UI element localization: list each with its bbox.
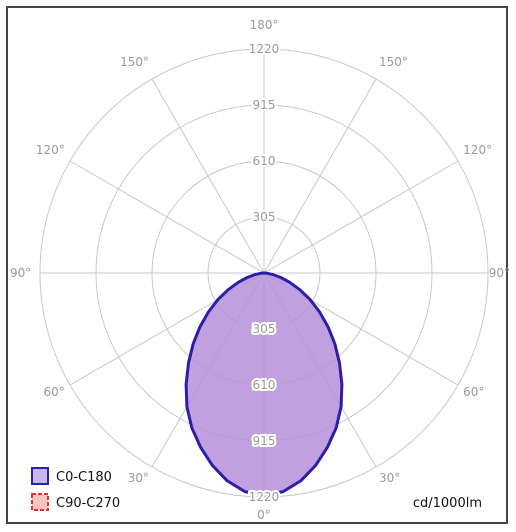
legend-label-c90-c270: C90-C270 (56, 496, 120, 511)
grid-spoke-240 (69, 160, 265, 274)
unit-label: cd/1000lm (413, 496, 482, 511)
ring-label-overlay-1: 305 (253, 322, 276, 336)
ring-label-lower-1: 305 (253, 322, 276, 336)
angle-label-left-90: 90° (10, 266, 31, 280)
ring-label-lower-3: 915 (253, 434, 276, 448)
grid-spoke-210 (151, 78, 265, 274)
grid-spoke-150 (263, 78, 377, 274)
ring-label-upper-4: 1220 (249, 42, 280, 56)
angle-label-right-90: 90° (489, 266, 510, 280)
legend: C0-C180 C90-C270 (31, 467, 120, 511)
angle-label-upper-right: 150° (379, 55, 408, 69)
ring-label-lower-4: 1220 (249, 490, 280, 504)
axis-labels: 305 610 915 1220 305 610 915 1220 180° 0° 150° 150°… (10, 18, 510, 522)
angle-label-right-60: 60° (463, 385, 484, 399)
ring-label-upper-1: 305 (253, 210, 276, 224)
angle-label-upper-left: 150° (120, 55, 149, 69)
angle-label-right-30: 30° (379, 471, 400, 485)
grid-spoke-120 (263, 160, 459, 274)
ring-label-overlay-3: 915 (253, 434, 276, 448)
legend-swatch-c0-c180 (31, 467, 49, 485)
angle-label-left-30: 30° (128, 471, 149, 485)
legend-label-c0-c180: C0-C180 (56, 470, 112, 485)
angle-label-top: 180° (250, 18, 279, 32)
ring-label-upper-3: 915 (253, 98, 276, 112)
intensity-curves: 305 610 915 1220 (184, 271, 344, 504)
series-c0-c180-curve (184, 271, 344, 497)
ring-label-upper-2: 610 (253, 154, 276, 168)
ring-label-lower-2: 610 (253, 378, 276, 392)
angle-label-left-120: 120° (36, 143, 65, 157)
angle-label-bottom: 0° (257, 508, 271, 522)
ring-label-overlay-4: 1220 (249, 490, 280, 504)
legend-swatch-c90-c270 (31, 493, 49, 511)
ring-label-overlay-2: 610 (253, 378, 276, 392)
angle-label-left-60: 60° (44, 385, 65, 399)
angle-label-right-120: 120° (463, 143, 492, 157)
